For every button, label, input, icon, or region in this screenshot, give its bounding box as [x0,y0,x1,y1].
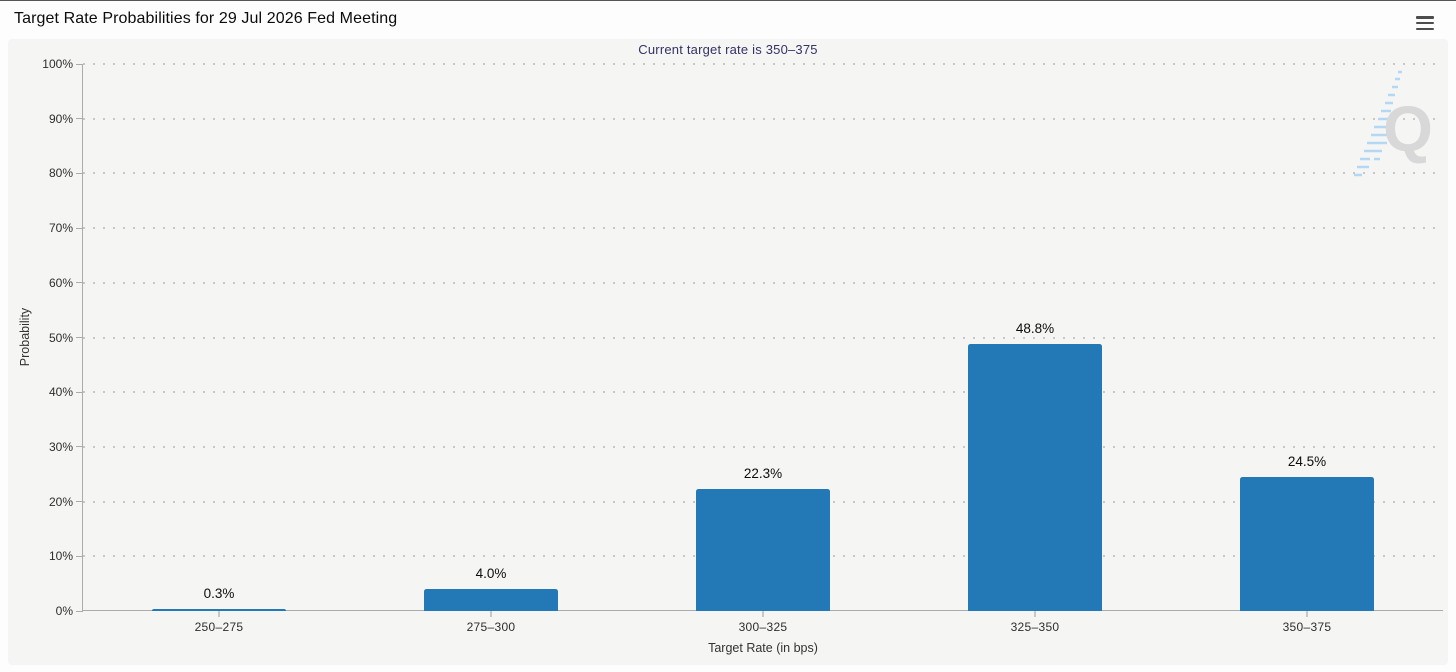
chart-panel: Current target rate is 350–375 Q Probabi… [8,39,1448,665]
y-axis-line [82,64,83,611]
gridline-80pct [83,172,1443,175]
y-axis-tick-label: 80% [48,166,73,181]
bar-value-label: 0.3% [203,586,235,602]
page-title: Target Rate Probabilities for 29 Jul 202… [14,10,398,27]
x-axis-title: Target Rate (in bps) [708,641,818,655]
y-axis-tick [76,337,83,338]
y-axis-tick-label: 100% [42,57,73,71]
gridline-30pct [83,445,1443,448]
quikstrike-watermark-logo: Q [1340,69,1452,187]
bar-value-label: 22.3% [743,466,783,482]
y-axis-tick-label: 10% [48,549,73,564]
probability-bar[interactable] [152,609,286,611]
x-axis-tick [218,611,220,617]
y-axis-tick [76,118,83,120]
hamburger-menu-icon[interactable] [1416,16,1434,32]
hamburger-bar [1416,16,1434,19]
x-axis-category-label: 350–375 [1282,620,1332,634]
y-axis-title: Probability [18,307,32,367]
y-axis-tick-label: 90% [48,111,73,126]
probability-bar[interactable] [696,489,830,611]
y-axis-tick [76,282,83,284]
y-axis-tick [76,63,83,65]
x-axis-category-label: 325–350 [1010,620,1060,634]
probability-bar[interactable] [424,589,558,611]
plot-area: 0% 10% 20% 30% 40% 50% 60% 70% 80% 90% 100% 0.3% 250… [42,57,1443,634]
watermark-speed-lines [1354,70,1402,177]
y-axis-tick [76,446,83,448]
y-axis-tick-label: 50% [48,330,73,345]
y-axis-tick-label: 30% [48,439,73,454]
y-axis-tick-label: 20% [48,494,73,509]
bar-value-label: 24.5% [1287,454,1327,469]
x-axis-tick [1034,611,1036,617]
y-axis-tick [76,227,83,229]
probability-bar[interactable] [1240,477,1374,611]
x-axis-tick [490,611,492,617]
gridline-70pct [83,227,1443,230]
y-axis-tick [76,172,83,174]
y-axis-tick [76,555,83,557]
x-axis-category-label: 250–275 [194,620,244,634]
hamburger-bar [1416,21,1434,25]
probability-bar[interactable] [968,344,1102,611]
gridline-40pct [83,391,1443,394]
x-axis-category-label: 300–325 [738,620,788,634]
x-axis-category-label: 275–300 [466,620,516,634]
y-axis-tick [76,501,83,503]
gridline-50pct [83,336,1443,339]
y-axis-tick-label: 70% [48,221,73,236]
y-axis-tick-label: 40% [48,385,73,400]
y-axis-tick-label: 0% [55,604,73,618]
y-axis-tick [76,391,83,393]
bar-value-label: 4.0% [475,566,507,582]
x-axis-tick [762,611,764,617]
x-axis-tick [1306,611,1308,617]
bar-value-label: 48.8% [1015,321,1055,337]
hamburger-bar [1416,27,1434,31]
watermark-letter: Q [1383,93,1433,165]
y-axis-tick-label: 60% [48,275,73,290]
chart-subtitle: Current target rate is 350–375 [638,42,818,57]
y-axis-tick [76,610,83,612]
gridline-100pct [83,63,1443,65]
watermark-graphic: Q [1354,70,1433,177]
gridline-90pct [83,117,1443,120]
gridline-60pct [83,281,1443,284]
header-bar: Target Rate Probabilities for 29 Jul 202… [0,1,1456,39]
